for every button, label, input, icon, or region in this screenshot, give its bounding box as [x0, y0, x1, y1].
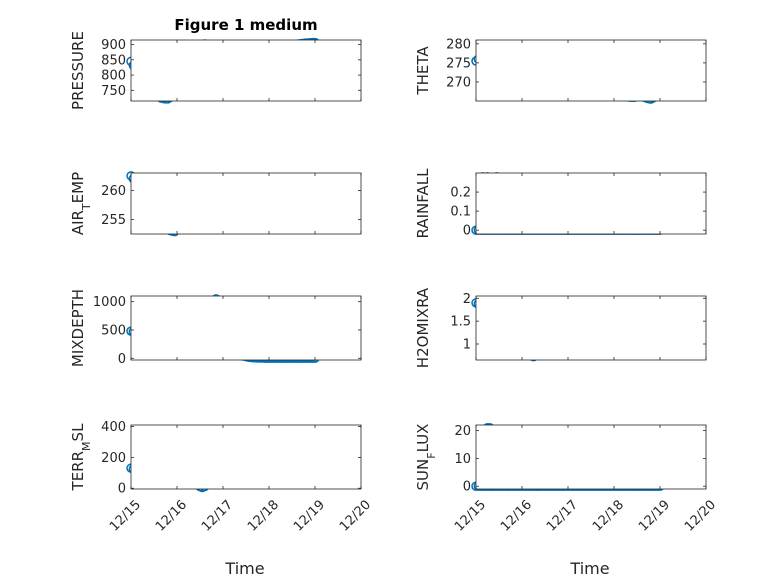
y-axis-label-main: SUN — [414, 459, 432, 491]
axes-box — [130, 172, 362, 235]
x-axis-label: Time — [224, 559, 264, 578]
y-tick-label: 1000 — [93, 295, 126, 310]
subplot-3: 255 260 AIRTEMP — [69, 171, 362, 237]
y-tick-label: 10 — [454, 452, 471, 467]
y-tick-label: 200 — [101, 451, 126, 466]
y-axis-label-rest: SL — [69, 423, 87, 442]
y-axis-label: AIRTEMP — [69, 172, 93, 235]
y-tick-label: 0 — [463, 480, 471, 495]
y-tick-label: 0 — [118, 482, 126, 497]
y-tick-label: 750 — [101, 84, 126, 99]
y-tick-label: 1.5 — [450, 315, 471, 330]
y-tick-label: 255 — [101, 213, 126, 228]
y-tick-label: 0 — [463, 224, 471, 239]
y-tick-label: 800 — [101, 69, 126, 84]
y-tick-label: 2 — [463, 292, 471, 307]
y-tick-label: 0.2 — [450, 186, 471, 201]
axes-box — [130, 424, 362, 490]
y-axis-label: SUNFLUX — [414, 424, 438, 491]
axes-box — [130, 295, 362, 361]
y-axis-label-sub: M — [80, 441, 93, 451]
axes-box — [130, 39, 362, 102]
y-tick-label: 850 — [101, 53, 126, 68]
axes-box — [475, 295, 707, 361]
y-axis-label: THETA — [414, 46, 432, 96]
y-tick-label: 0 — [118, 352, 126, 367]
subplot-4: 0 0.1 0.2 RAINFALL — [414, 168, 707, 239]
axes-box — [475, 39, 707, 102]
y-tick-label: 900 — [101, 38, 126, 53]
y-axis-label-sub: T — [80, 203, 93, 211]
subplot-6: 1 1.5 2 H2OMIXRA — [414, 287, 707, 368]
y-axis-label-main: AIR — [69, 210, 87, 235]
y-tick-label: 275 — [446, 56, 471, 71]
y-axis-label-main: TERR — [69, 451, 87, 492]
subplot-2: 270 275 280 THETA — [414, 37, 707, 104]
y-axis-label-rest: EMP — [69, 172, 87, 203]
y-axis-label: H2OMIXRA — [414, 287, 432, 368]
y-tick-label: 260 — [101, 184, 126, 199]
x-axis-label: Time — [569, 559, 609, 578]
y-tick-label: 280 — [446, 37, 471, 52]
y-axis-label-rest: LUX — [414, 424, 432, 453]
y-tick-label: 500 — [101, 323, 126, 338]
y-tick-label: 20 — [454, 424, 471, 439]
y-axis-label-sub: F — [425, 452, 438, 458]
axes-box — [475, 172, 707, 235]
y-axis-label: RAINFALL — [414, 168, 432, 239]
y-tick-label: 270 — [446, 75, 471, 90]
figure-title: Figure 1 medium — [174, 16, 317, 34]
y-tick-label: 1 — [463, 338, 471, 353]
y-axis-label: TERRMSL — [69, 423, 93, 492]
subplot-5: 0 500 1000 MIXDEPTH — [69, 289, 362, 367]
y-axis-label: PRESSURE — [69, 31, 87, 110]
y-tick-label: 0.1 — [450, 205, 471, 220]
axes-box — [475, 424, 707, 490]
y-tick-label: 400 — [101, 420, 126, 435]
y-axis-label: MIXDEPTH — [69, 289, 87, 367]
